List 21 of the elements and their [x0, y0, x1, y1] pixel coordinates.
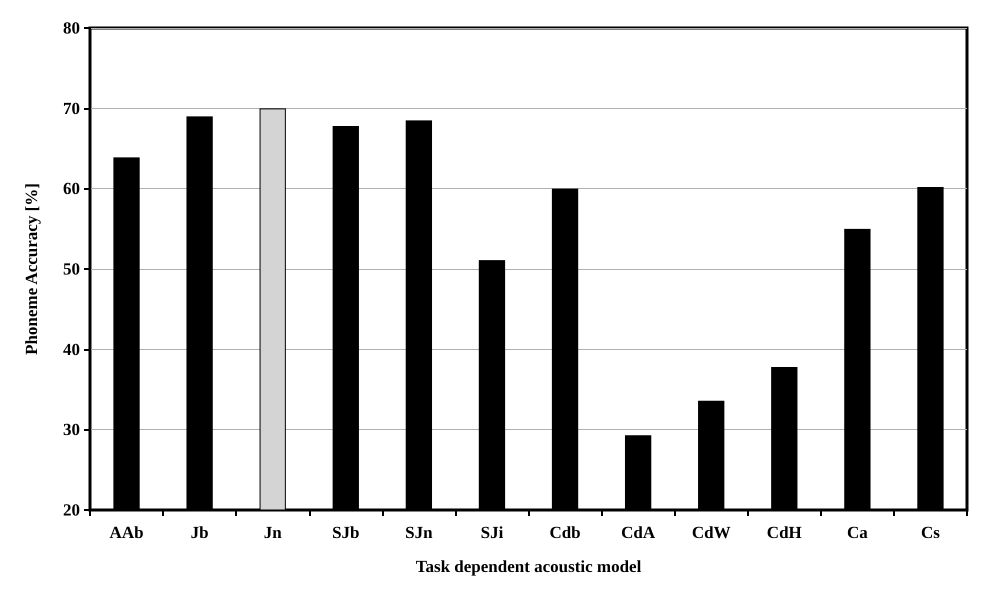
x-tick-label: AAb	[110, 523, 144, 542]
y-tick-label: 70	[63, 98, 80, 118]
x-tick-label: Jb	[190, 523, 209, 542]
x-tick-label: Cdb	[549, 523, 581, 542]
x-tick-label: CdW	[692, 523, 731, 542]
y-tick-label: 50	[63, 260, 80, 278]
x-tick-label: Ca	[846, 523, 868, 542]
x-axis-title: Task dependent acoustic model	[416, 557, 642, 576]
x-tick-label: SJi	[480, 523, 504, 542]
y-tick-label: 20	[63, 500, 80, 520]
x-tick-label: Cs	[921, 523, 940, 542]
x-tick-label: SJb	[332, 523, 360, 542]
y-tick-label: 80	[63, 18, 80, 38]
x-tick-label: SJn	[405, 523, 434, 542]
x-tick-label: Jn	[264, 523, 282, 542]
y-tick-label: 40	[63, 340, 80, 359]
y-tick-label: 30	[63, 420, 80, 440]
y-axis-title: Phoneme Accuracy [%]	[22, 183, 41, 355]
x-tick-label: CdH	[766, 523, 802, 542]
x-tick-label: CdA	[621, 523, 656, 542]
y-tick-label: 60	[63, 179, 80, 198]
